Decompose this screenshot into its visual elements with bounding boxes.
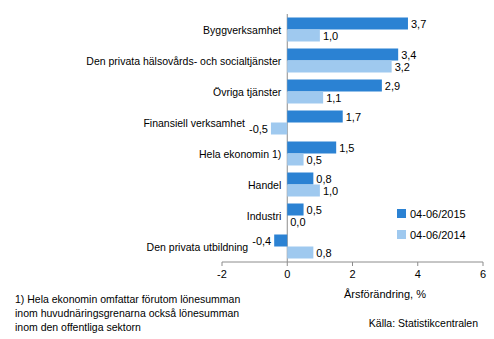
x-tick-label: 6 [480,268,486,280]
bar [287,154,303,166]
data-label: 3,7 [411,18,426,30]
data-label: 1,0 [323,30,338,42]
data-label: 3,4 [401,49,416,61]
footnote: 1) Hela ekonomin omfattar förutom lönesu… [15,293,240,305]
x-tick [483,262,484,266]
category-label: Övriga tjänster [213,86,282,98]
x-tick [222,262,223,266]
category-label: Den privata hälsovårds- och socialtjänst… [86,55,281,67]
bar [287,80,382,92]
data-label: 1,1 [326,92,341,104]
category-label: Den privata utbildning [147,241,249,253]
legend-label: 04-06/2015 [410,208,466,220]
data-label: 1,7 [346,111,361,123]
data-label: 1,0 [323,185,338,197]
bar [287,30,320,42]
bar [271,123,287,135]
data-label: 0,8 [316,173,331,185]
bar [287,111,342,123]
x-axis-label: Årsförändring, % [344,288,426,300]
bar [287,204,303,216]
legend-label: 04-06/2014 [410,229,466,241]
legend-swatch [397,209,406,218]
bar [287,92,323,104]
source: Källa: Statistikcentralen [369,317,478,329]
data-label: 0,8 [316,247,331,259]
data-label: 2,9 [385,80,400,92]
x-tick [287,262,288,266]
data-label: 1,5 [339,142,354,154]
x-tick [352,262,353,266]
legend-swatch [397,230,406,239]
x-tick-label: 0 [284,268,290,280]
category-label: Finansiell verksamhet [143,117,245,129]
x-tick-label: 4 [415,268,421,280]
bar [274,235,287,247]
bar [287,173,313,185]
x-tick-label: 2 [349,268,355,280]
footnote: inom huvudnäringsgrenarna också lönesumm… [15,307,239,319]
bar [287,216,288,228]
bar [287,61,391,73]
data-label: 0,0 [290,216,305,228]
footnote: inom den offentliga sektorn [15,321,141,333]
data-label: 3,2 [395,61,410,73]
data-label: -0,5 [249,123,268,135]
data-label: 0,5 [307,204,322,216]
bar [287,185,320,197]
category-label: Handel [248,179,281,191]
data-label: -0,4 [252,235,271,247]
x-tick-label: -2 [217,268,227,280]
category-label: Hela ekonomin 1) [199,148,281,160]
category-label: Byggverksamhet [203,24,281,36]
bar [287,49,398,61]
x-tick [417,262,418,266]
chart: -2 0 2 4 6 3,7 1,0 Byggverksamhet 3,43,2 Den priv… [0,0,494,339]
bar [287,18,408,30]
bar [287,142,336,154]
bar [287,247,313,259]
data-label: 0,5 [307,154,322,166]
bars [271,18,408,259]
category-label: Industri [247,210,281,222]
